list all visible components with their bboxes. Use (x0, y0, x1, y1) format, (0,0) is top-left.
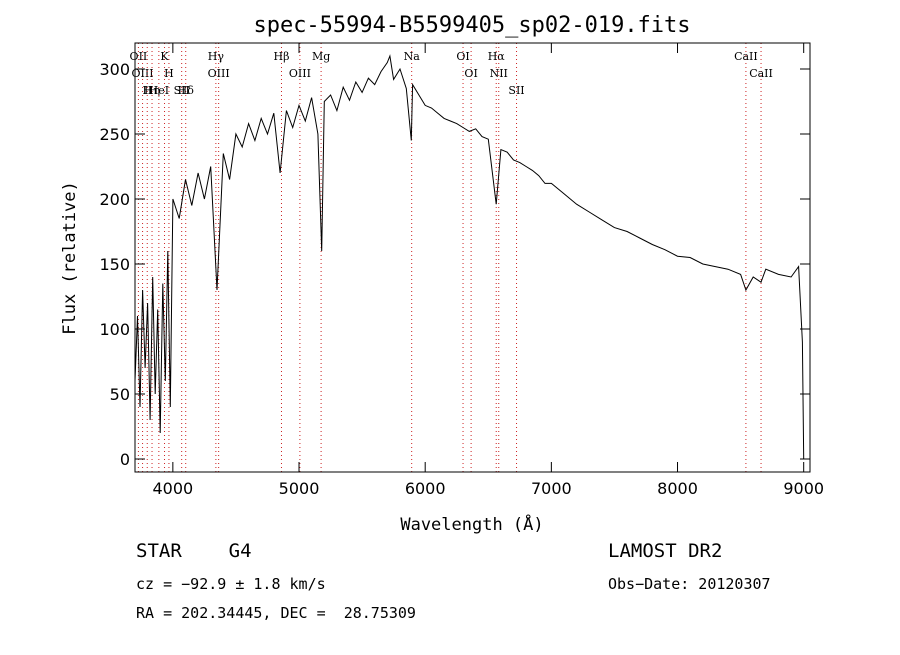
line-marker-label: OII (130, 50, 148, 63)
line-marker-label: K (160, 50, 169, 63)
line-marker-label: CaII (749, 67, 773, 80)
spectrum-line (134, 54, 805, 460)
line-marker-label: Hγ (208, 50, 225, 63)
line-marker-label: NII (490, 67, 508, 80)
x-tick-label: 5000 (279, 479, 320, 498)
line-marker-label: SII (508, 84, 524, 97)
y-axis-label: Flux (relative) (60, 181, 80, 335)
x-tick-label: 9000 (783, 479, 824, 498)
info-star: STAR G4 (136, 540, 252, 562)
redshift-text: cz = −92.9 ± 1.8 km/s (136, 575, 326, 593)
x-tick-label: 4000 (152, 479, 193, 498)
line-marker-label: Na (404, 50, 421, 63)
y-tick-label: 250 (99, 125, 130, 144)
y-tick-label: 200 (99, 190, 130, 209)
line-marker-label: Hδ (178, 84, 195, 97)
line-marker-label: CaII (734, 50, 758, 63)
obs-date-text: Obs−Date: 20120307 (608, 575, 771, 593)
line-marker-label: Hβ (274, 50, 290, 63)
chart-title: spec-55994-B5599405_sp02-019.fits (253, 13, 690, 38)
line-marker-label: OI (456, 50, 469, 63)
x-axis-label: Wavelength (Å) (400, 513, 543, 535)
line-marker-label: Hη (144, 84, 160, 97)
star-class: G4 (228, 540, 252, 562)
line-marker-label: H (164, 67, 174, 80)
plot-frame (134, 42, 811, 473)
line-marker-label: OIII (132, 67, 154, 80)
line-marker-label: HeI (149, 84, 169, 97)
y-tick-label: 150 (99, 255, 130, 274)
coordinates-text: RA = 202.34445, DEC = 28.75309 (136, 604, 416, 622)
x-tick-label: 7000 (531, 479, 572, 498)
x-tick-label: 6000 (405, 479, 446, 498)
line-marker-label: Mg (312, 50, 330, 63)
survey-label: LAMOST DR2 (608, 540, 723, 562)
line-marker-label: H (142, 84, 152, 97)
line-marker-label: Hα (488, 50, 506, 63)
line-marker-label: OIII (208, 67, 230, 80)
line-marker-label: OIII (289, 67, 311, 80)
x-tick-label: 8000 (657, 479, 698, 498)
y-tick-label: 100 (99, 320, 130, 339)
y-tick-label: 300 (99, 60, 130, 79)
star-label: STAR (136, 540, 182, 562)
y-tick-label: 50 (110, 385, 130, 404)
y-tick-label: 0 (120, 450, 130, 469)
line-marker-label: OI (464, 67, 477, 80)
